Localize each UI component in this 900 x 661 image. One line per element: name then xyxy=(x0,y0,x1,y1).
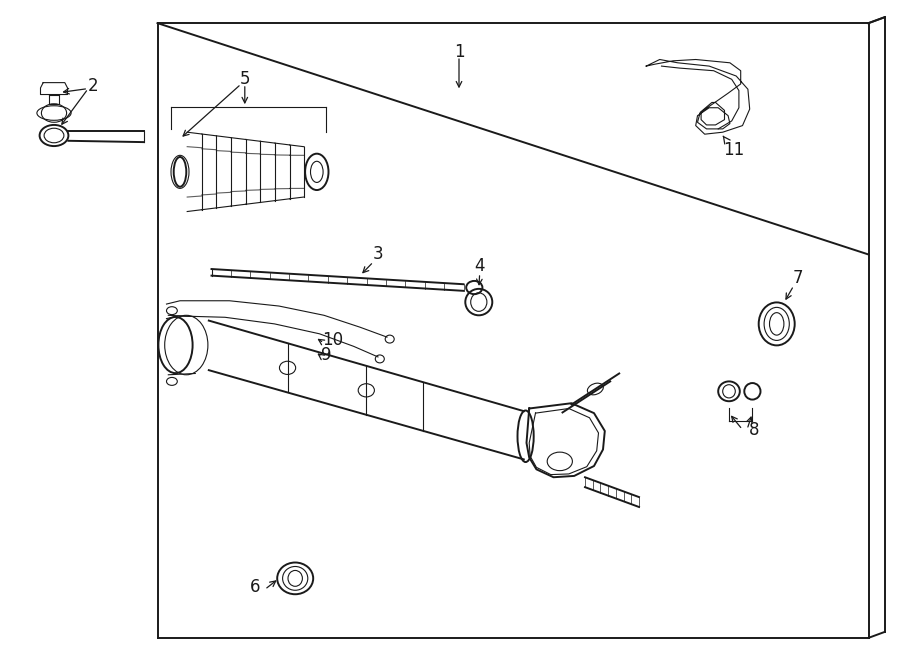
Text: 1: 1 xyxy=(454,42,464,61)
Text: 7: 7 xyxy=(793,269,804,287)
Text: 11: 11 xyxy=(723,136,744,159)
Text: 2: 2 xyxy=(87,77,98,95)
Text: 10: 10 xyxy=(322,331,344,349)
Text: 6: 6 xyxy=(249,578,260,596)
Text: 9: 9 xyxy=(320,346,331,364)
Text: 5: 5 xyxy=(239,70,250,89)
Text: 3: 3 xyxy=(373,245,383,263)
Text: 8: 8 xyxy=(749,421,760,439)
Text: 4: 4 xyxy=(474,257,485,275)
